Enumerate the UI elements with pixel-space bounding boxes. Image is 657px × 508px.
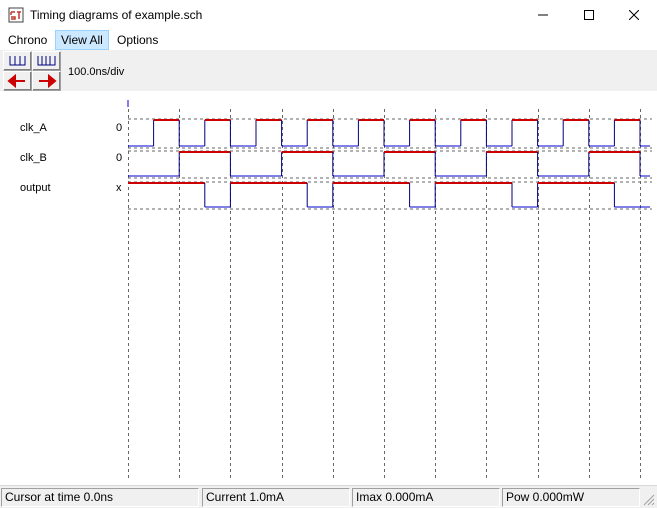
timing-diagram bbox=[127, 100, 652, 481]
zoom-out-icon bbox=[37, 56, 56, 66]
time-grid bbox=[127, 100, 652, 481]
signal-name-output[interactable]: output bbox=[20, 182, 51, 194]
signal-value-output: x bbox=[116, 182, 122, 194]
status-imax: Imax 0.000mA bbox=[352, 488, 500, 507]
toolbar: 100.0ns/div bbox=[0, 50, 657, 91]
maximize-button[interactable] bbox=[566, 0, 612, 30]
waveform-panel[interactable]: clk_A 0 clk_B 0 output x bbox=[0, 91, 657, 485]
zoom-in-icon bbox=[9, 56, 26, 66]
title-bar: Timing diagrams of example.sch bbox=[0, 0, 657, 30]
signal-name-clk-b[interactable]: clk_B bbox=[20, 152, 47, 164]
minimize-icon bbox=[538, 14, 548, 16]
time-scale-label: 100.0ns/div bbox=[68, 66, 125, 78]
window-title: Timing diagrams of example.sch bbox=[30, 8, 203, 22]
menu-chrono[interactable]: Chrono bbox=[8, 33, 48, 47]
close-button[interactable] bbox=[611, 0, 657, 30]
signal-value-clk-b: 0 bbox=[116, 152, 123, 164]
resize-grip-icon[interactable] bbox=[643, 494, 655, 506]
status-bar: Cursor at time 0.0ns Current 1.0mA Imax … bbox=[0, 485, 657, 508]
signal-value-clk-a: 0 bbox=[116, 122, 123, 134]
zoom-in-button[interactable] bbox=[3, 51, 32, 71]
app-icon bbox=[8, 7, 24, 23]
signal-name-clk-a[interactable]: clk_A bbox=[20, 122, 47, 134]
menu-options[interactable]: Options bbox=[117, 33, 159, 47]
scroll-left-icon bbox=[7, 73, 25, 89]
menu-bar: Chrono View All Options bbox=[0, 30, 657, 50]
zoom-out-button[interactable] bbox=[32, 51, 61, 71]
menu-view-all[interactable]: View All bbox=[55, 30, 109, 50]
maximize-icon bbox=[584, 10, 594, 20]
scroll-right-icon bbox=[39, 73, 57, 89]
status-pow: Pow 0.000mW bbox=[502, 488, 640, 507]
minimize-button[interactable] bbox=[520, 0, 566, 30]
status-current: Current 1.0mA bbox=[202, 488, 350, 507]
waveforms bbox=[128, 119, 650, 208]
scroll-left-button[interactable] bbox=[3, 71, 32, 91]
scroll-right-button[interactable] bbox=[32, 71, 61, 91]
close-icon bbox=[629, 10, 639, 20]
status-cursor-time: Cursor at time 0.0ns bbox=[1, 488, 199, 507]
